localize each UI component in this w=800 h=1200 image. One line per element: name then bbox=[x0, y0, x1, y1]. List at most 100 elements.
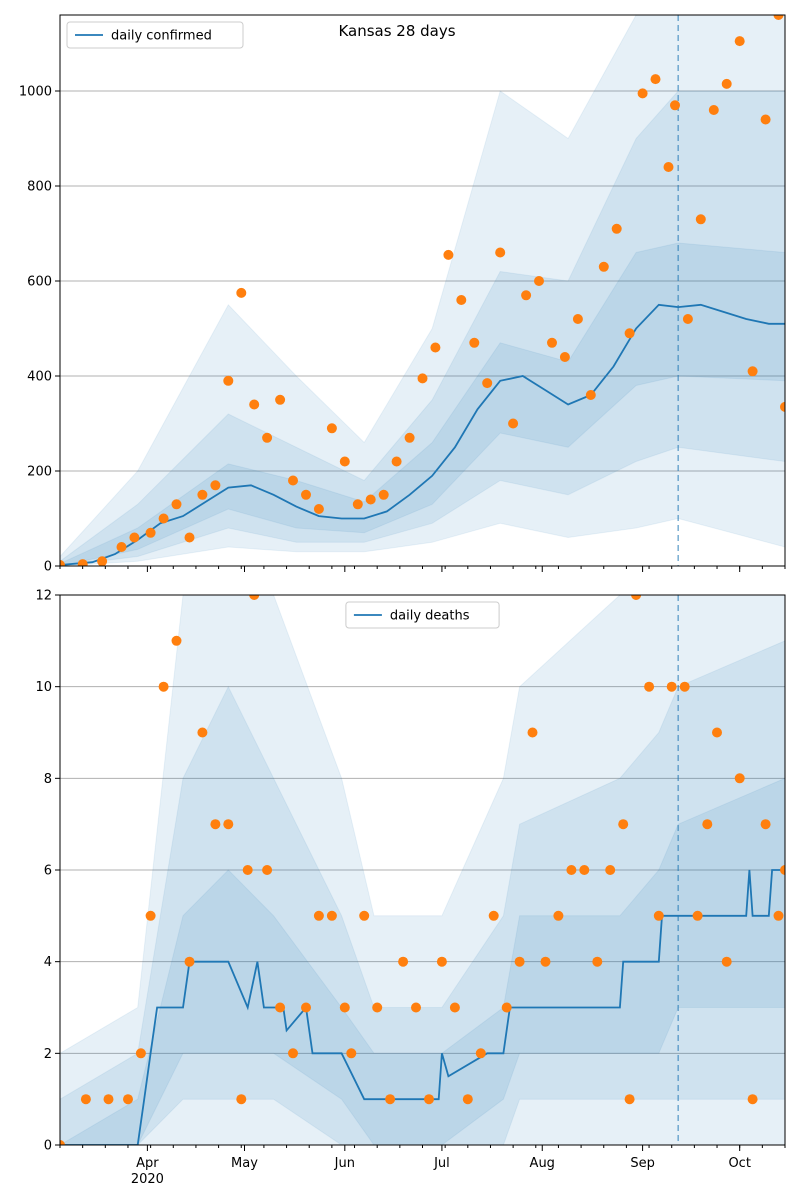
data-point bbox=[666, 681, 677, 692]
y-tick-label: 10 bbox=[35, 680, 52, 695]
data-point bbox=[430, 342, 441, 353]
data-point bbox=[734, 36, 745, 47]
data-point bbox=[184, 956, 195, 967]
data-point bbox=[547, 337, 557, 348]
data-point bbox=[721, 78, 732, 89]
confidence-band bbox=[60, 90, 785, 566]
data-point bbox=[559, 352, 570, 362]
data-point bbox=[436, 956, 447, 967]
data-point bbox=[288, 1048, 298, 1059]
confidence-band bbox=[60, 15, 785, 566]
x-tick-label: Sep bbox=[630, 1156, 655, 1171]
data-point bbox=[242, 865, 253, 875]
x-tick-label: Jun bbox=[334, 1156, 355, 1171]
data-point bbox=[760, 819, 771, 830]
data-point bbox=[116, 542, 127, 552]
data-point bbox=[579, 865, 590, 875]
data-point bbox=[326, 423, 337, 434]
legend: daily confirmed bbox=[66, 21, 244, 49]
data-point bbox=[60, 1140, 65, 1145]
data-point bbox=[773, 15, 784, 20]
y-tick-label: 12 bbox=[35, 589, 52, 604]
plot-area bbox=[60, 595, 785, 1145]
y-tick-label: 0 bbox=[44, 560, 52, 575]
data-point bbox=[534, 276, 544, 286]
data-point bbox=[339, 456, 350, 467]
scatter-series bbox=[60, 595, 785, 1145]
data-point bbox=[682, 314, 693, 324]
data-point bbox=[747, 1094, 758, 1105]
data-point bbox=[747, 366, 758, 377]
legend-label: daily deaths bbox=[390, 609, 470, 624]
data-point bbox=[60, 560, 65, 566]
data-point bbox=[631, 595, 642, 600]
legend-label: daily confirmed bbox=[111, 29, 212, 44]
data-point bbox=[592, 956, 603, 967]
data-point bbox=[210, 480, 221, 491]
data-point bbox=[171, 635, 182, 646]
data-point bbox=[288, 475, 298, 486]
y-tick-label: 4 bbox=[44, 955, 52, 970]
data-point bbox=[456, 295, 467, 305]
data-point bbox=[129, 532, 140, 543]
data-point bbox=[721, 956, 732, 967]
data-point bbox=[135, 1048, 146, 1059]
data-point bbox=[712, 727, 722, 738]
data-point bbox=[346, 1048, 357, 1059]
data-point bbox=[372, 1002, 383, 1013]
data-point bbox=[443, 249, 454, 260]
plot-area bbox=[60, 15, 785, 566]
data-point bbox=[469, 337, 480, 348]
chart-title: Kansas 28 days bbox=[338, 22, 455, 40]
legend: daily deaths bbox=[345, 601, 500, 629]
data-point bbox=[553, 910, 564, 921]
data-point bbox=[488, 910, 499, 921]
data-point bbox=[249, 399, 260, 410]
data-point bbox=[385, 1094, 396, 1105]
data-point bbox=[650, 74, 661, 85]
data-point bbox=[618, 819, 629, 830]
data-point bbox=[197, 727, 208, 738]
data-point bbox=[572, 314, 583, 324]
x-tick-label: Apr bbox=[136, 1156, 159, 1171]
data-point bbox=[275, 394, 286, 405]
data-point bbox=[585, 390, 596, 400]
y-tick-label: 800 bbox=[27, 180, 52, 195]
data-point bbox=[411, 1002, 421, 1013]
data-point bbox=[702, 819, 713, 830]
confidence-band bbox=[60, 242, 785, 566]
data-point bbox=[780, 865, 785, 875]
data-point bbox=[508, 418, 519, 429]
data-point bbox=[352, 499, 363, 510]
data-point bbox=[339, 1002, 350, 1013]
data-point bbox=[653, 910, 664, 921]
data-point bbox=[611, 223, 622, 234]
data-point bbox=[527, 727, 538, 738]
data-point bbox=[566, 865, 577, 875]
data-point bbox=[184, 532, 195, 543]
y-tick-label: 6 bbox=[44, 864, 52, 879]
x-tick-label: Jul bbox=[433, 1156, 450, 1171]
data-point bbox=[462, 1094, 473, 1105]
data-point bbox=[249, 595, 260, 600]
data-point bbox=[158, 681, 169, 692]
data-point bbox=[424, 1094, 434, 1105]
y-tick-label: 8 bbox=[44, 772, 52, 787]
data-point bbox=[760, 114, 771, 125]
data-point bbox=[773, 910, 784, 921]
data-point bbox=[692, 910, 703, 921]
y-tick-label: 1000 bbox=[19, 85, 52, 100]
data-point bbox=[475, 1048, 486, 1059]
data-point bbox=[236, 1094, 247, 1105]
data-point bbox=[378, 489, 389, 500]
data-point bbox=[326, 910, 337, 921]
data-point bbox=[501, 1002, 512, 1013]
confirmed-chart-panel: Kansas 28 days 0 200 400 600 800 1000 daily co… bbox=[19, 14, 786, 575]
data-point bbox=[679, 681, 690, 692]
data-point bbox=[482, 378, 493, 389]
data-point bbox=[359, 910, 370, 921]
data-point bbox=[197, 489, 208, 500]
data-point bbox=[663, 162, 674, 172]
